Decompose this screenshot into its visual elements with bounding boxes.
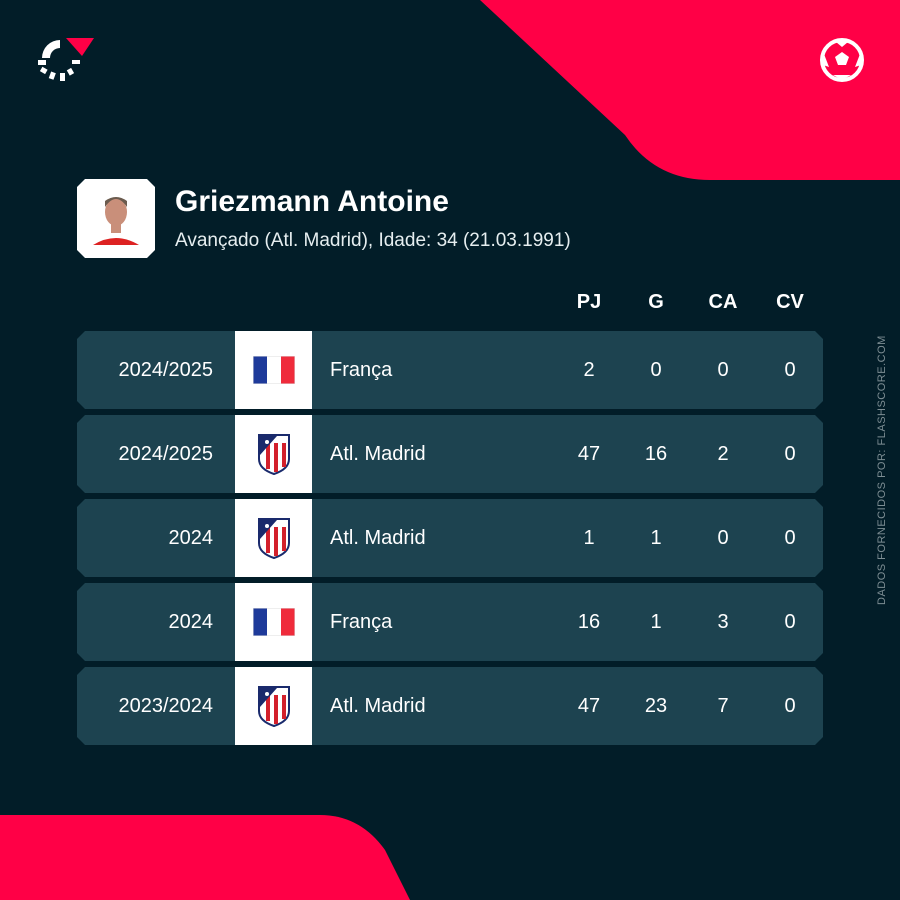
season: 2023/2024 <box>118 695 213 717</box>
france-flag-icon <box>252 608 295 636</box>
team-crest <box>235 499 312 577</box>
column-header-ca: CA <box>708 291 738 313</box>
team-name: França <box>330 359 393 381</box>
stat-g: 1 <box>650 527 662 549</box>
player-name: Griezmann Antoine <box>175 185 449 218</box>
football-icon <box>820 38 864 82</box>
team-crest <box>235 667 312 745</box>
stat-pj: 2 <box>583 359 595 381</box>
season: 2024 <box>168 611 214 633</box>
column-header-pj: PJ <box>576 291 602 313</box>
stat-g: 23 <box>644 695 668 717</box>
player-photo <box>77 179 155 258</box>
team-name: Atl. Madrid <box>330 527 426 549</box>
stat-cv: 0 <box>784 443 796 465</box>
team-crest <box>235 583 312 661</box>
flashscore-logo-icon <box>38 38 94 81</box>
stat-cv: 0 <box>784 611 796 633</box>
team-crest <box>235 415 312 493</box>
stat-ca: 0 <box>717 527 729 549</box>
team-name: França <box>330 611 393 633</box>
season: 2024/2025 <box>118 359 213 381</box>
table-row: 2024/2025 Atl. Madrid 47 16 2 0 <box>77 415 823 493</box>
stat-pj: 47 <box>577 695 601 717</box>
data-credit: DADOS FORNECIDOS POR: FLASHSCORE.COM <box>876 335 888 605</box>
stat-cv: 0 <box>784 695 796 717</box>
stat-cv: 0 <box>784 527 796 549</box>
atletico-madrid-crest-icon <box>257 518 290 559</box>
table-row: 2023/2024 Atl. Madrid 47 23 7 0 <box>77 667 823 745</box>
atletico-madrid-crest-icon <box>257 434 290 475</box>
table-row: 2024 Atl. Madrid 1 1 0 0 <box>77 499 823 577</box>
stat-pj: 47 <box>577 443 601 465</box>
team-name: Atl. Madrid <box>330 695 426 717</box>
stat-ca: 0 <box>717 359 729 381</box>
player-details: Avançado (Atl. Madrid), Idade: 34 (21.03… <box>175 230 571 251</box>
table-row: 2024 França 16 1 3 0 <box>77 583 823 661</box>
stat-g: 16 <box>644 443 668 465</box>
stat-g: 1 <box>650 611 662 633</box>
season: 2024 <box>168 527 214 549</box>
stat-ca: 7 <box>717 695 729 717</box>
stat-ca: 3 <box>717 611 729 633</box>
table-row: 2024/2025 França 2 0 0 0 <box>77 331 823 409</box>
column-header-cv: CV <box>776 291 804 313</box>
stat-pj: 16 <box>577 611 601 633</box>
stat-cv: 0 <box>784 359 796 381</box>
team-name: Atl. Madrid <box>330 443 426 465</box>
stat-g: 0 <box>650 359 662 381</box>
team-crest <box>235 331 312 409</box>
season: 2024/2025 <box>118 443 213 465</box>
atletico-madrid-crest-icon <box>257 686 290 727</box>
column-header-g: G <box>648 291 664 313</box>
stat-ca: 2 <box>717 443 729 465</box>
stat-pj: 1 <box>583 527 595 549</box>
france-flag-icon <box>252 356 295 384</box>
